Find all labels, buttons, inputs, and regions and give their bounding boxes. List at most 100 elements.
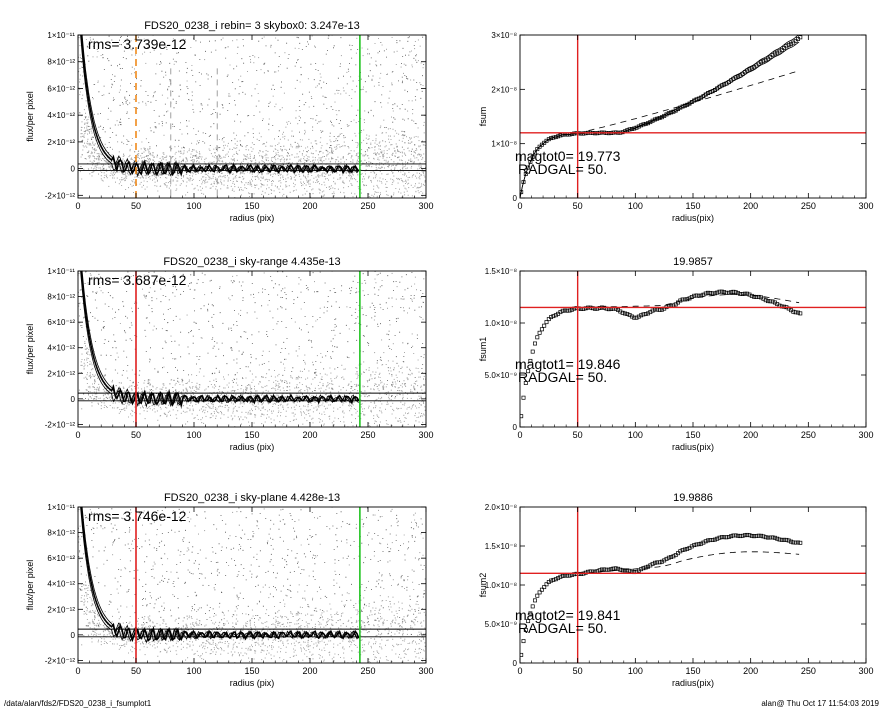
x-tick-label: 200 <box>302 430 317 440</box>
dashed-curve <box>577 551 800 574</box>
data-point <box>533 598 537 603</box>
data-point <box>710 538 715 542</box>
data-point <box>726 535 731 539</box>
panel-title: 19.9886 <box>673 492 713 504</box>
data-point <box>657 307 662 312</box>
data-point <box>682 103 687 108</box>
data-point <box>549 578 554 583</box>
data-point <box>740 292 745 296</box>
y-tick-label: 3×10⁻⁸ <box>491 31 517 40</box>
data-point <box>779 537 784 542</box>
data-point <box>793 540 798 545</box>
y-tick-label: 4×10⁻¹² <box>47 111 75 120</box>
scatter-points-dark <box>79 35 426 169</box>
data-point <box>706 290 710 295</box>
plot-area <box>520 271 866 427</box>
x-axis-label: radius(pix) <box>672 213 714 223</box>
data-point <box>669 110 674 115</box>
data-point <box>703 539 708 544</box>
y-tick-label: -2×10⁻¹² <box>45 420 76 429</box>
x-tick-label: 0 <box>75 201 80 211</box>
data-point <box>520 190 524 195</box>
y-tick-label: 6×10⁻¹² <box>47 318 75 327</box>
data-point <box>606 567 611 572</box>
data-point <box>712 291 717 296</box>
data-point <box>544 582 549 587</box>
y-tick-label: 2×10⁻¹² <box>47 138 75 147</box>
data-point <box>752 294 757 299</box>
x-axis-label: radius(pix) <box>672 442 714 452</box>
data-point <box>551 135 556 140</box>
data-point <box>599 567 604 572</box>
data-point <box>657 560 662 565</box>
data-point <box>754 534 759 538</box>
data-point <box>729 534 734 539</box>
x-tick-label: 150 <box>685 666 700 676</box>
data-point <box>639 123 644 128</box>
y-tick-label: 5.0×10⁻⁹ <box>485 371 517 380</box>
data-point <box>676 300 680 305</box>
x-tick-label: 150 <box>685 201 700 211</box>
y-tick-label: 1×10⁻¹¹ <box>47 503 75 512</box>
x-tick-label: 200 <box>302 666 317 676</box>
radgal-annotation: RADGAL= 50. <box>518 161 607 177</box>
data-point <box>560 308 565 313</box>
data-point <box>652 117 657 122</box>
x-axis-label: radius (pix) <box>230 442 275 452</box>
data-point <box>537 144 542 149</box>
data-point <box>745 68 750 73</box>
y-tick-label: 8×10⁻¹² <box>47 58 75 67</box>
data-point <box>521 639 526 644</box>
data-point <box>715 290 720 295</box>
plot-area <box>78 507 426 663</box>
rms-annotation: rms= 3.687e-12 <box>88 272 187 288</box>
data-point <box>551 314 556 319</box>
data-point <box>567 308 572 313</box>
data-point <box>759 533 763 538</box>
data-point <box>745 291 750 296</box>
data-point <box>731 289 736 294</box>
y-tick-label: 5.0×10⁻⁹ <box>485 620 517 629</box>
y-tick-label: 4×10⁻¹² <box>47 580 75 589</box>
x-tick-label: 0 <box>75 666 80 676</box>
data-point <box>689 295 694 299</box>
data-point <box>763 535 768 540</box>
data-point <box>749 66 754 71</box>
y-axis-label: fsum <box>478 107 488 127</box>
data-point <box>729 290 734 295</box>
data-point <box>666 555 671 560</box>
x-tick-label: 150 <box>685 430 700 440</box>
data-point <box>643 312 648 316</box>
panel-title: FDS20_0238_i sky-range 4.435e-13 <box>163 256 340 268</box>
data-point <box>798 35 803 40</box>
data-point <box>775 536 780 541</box>
x-tick-label: 250 <box>360 430 375 440</box>
y-tick-label: 1×10⁻¹¹ <box>47 267 75 276</box>
data-point <box>636 124 641 129</box>
data-point <box>798 311 803 316</box>
data-point <box>692 293 697 298</box>
y-tick-label: 2×10⁻¹² <box>47 369 75 378</box>
data-point <box>699 541 704 546</box>
data-point <box>775 50 780 55</box>
data-point <box>657 116 662 120</box>
data-point <box>766 299 770 304</box>
panel-left2: rms= 3.687e-12 0 50 100 150 200 250 300 -2×10⁻¹²… <box>25 256 434 452</box>
data-point <box>625 568 630 573</box>
data-point <box>556 134 561 139</box>
data-point <box>553 135 558 140</box>
x-tick-label: 300 <box>858 201 873 211</box>
plot-area <box>78 35 426 198</box>
data-point <box>535 593 540 598</box>
data-point <box>530 349 535 354</box>
data-point <box>664 556 669 561</box>
profile-curve-2 <box>80 507 360 644</box>
x-tick-label: 100 <box>186 201 201 211</box>
y-axis-label: flux/per pixel <box>25 91 35 142</box>
data-point <box>526 165 531 170</box>
data-point <box>685 102 690 107</box>
data-point <box>523 172 528 176</box>
data-point <box>569 307 574 312</box>
data-point <box>696 542 701 547</box>
y-tick-label: 2×10⁻¹² <box>47 605 75 614</box>
